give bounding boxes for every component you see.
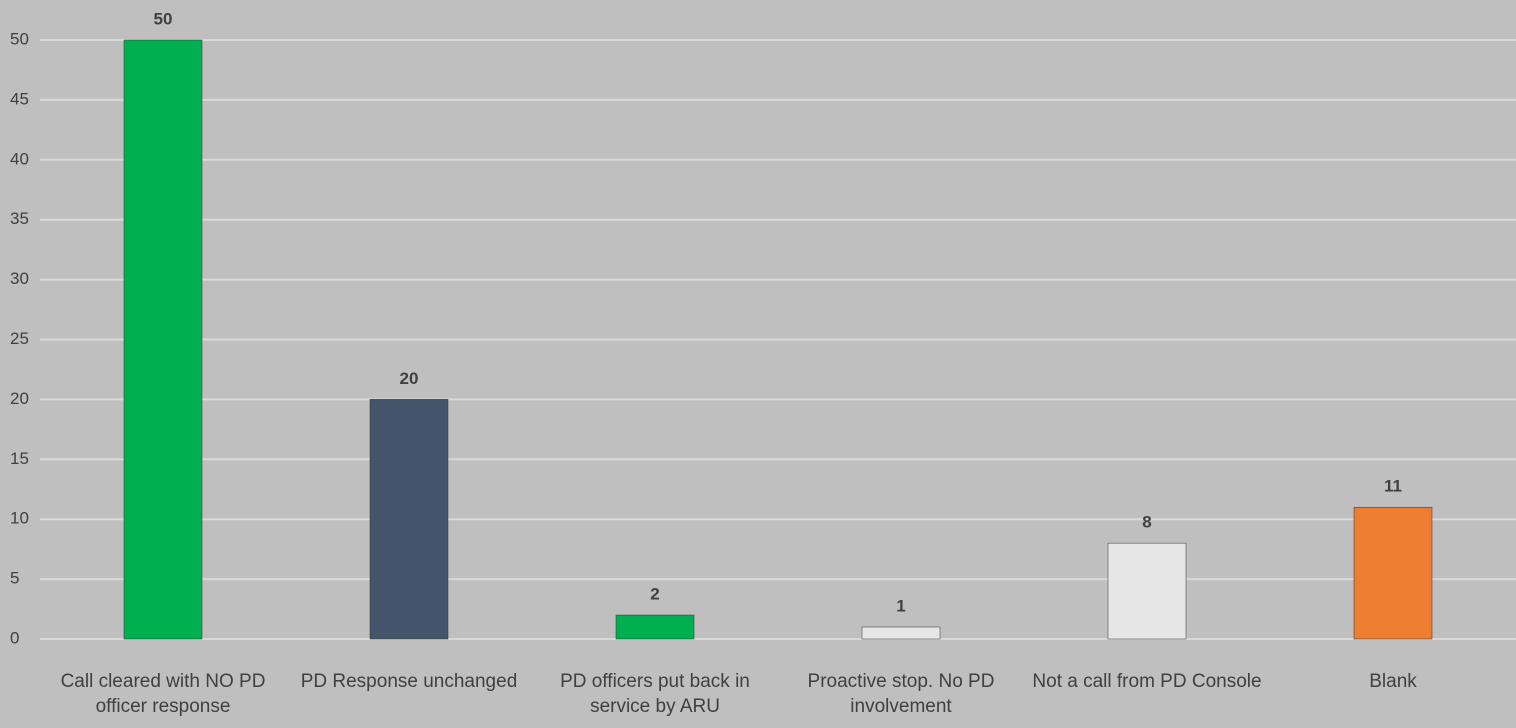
x-tick-label: Blank [1369, 671, 1417, 692]
data-label: 20 [400, 369, 419, 388]
x-tick-label: Proactive stop. No PD involvement [807, 671, 995, 717]
data-label: 50 [154, 9, 173, 28]
data-label: 2 [650, 585, 659, 604]
data-label: 1 [896, 597, 905, 616]
x-tick-label: Not a call from PD Console [1032, 671, 1262, 692]
y-tick-label: 25 [10, 329, 29, 348]
data-label: 11 [1384, 477, 1402, 496]
bar [123, 39, 203, 640]
x-tick-label: PD officers put back in service by ARU [560, 671, 750, 717]
y-tick-label: 30 [10, 269, 29, 288]
bar [369, 399, 449, 640]
y-tick-label: 0 [10, 628, 19, 647]
y-tick-label: 35 [10, 209, 29, 228]
bar [1353, 506, 1433, 640]
data-label: 8 [1142, 513, 1151, 532]
y-tick-label: 45 [10, 89, 29, 108]
bar [861, 626, 941, 640]
y-tick-label: 10 [10, 509, 29, 528]
y-tick-label: 50 [10, 29, 29, 48]
bar [1107, 542, 1187, 640]
x-tick-label: PD Response unchanged [300, 671, 518, 692]
x-tick-label: Call cleared with NO PD officer response [60, 671, 266, 717]
y-tick-label: 40 [10, 149, 29, 168]
y-tick-label: 5 [10, 569, 19, 588]
bar [615, 614, 695, 640]
y-tick-label: 15 [10, 449, 29, 468]
y-tick-label: 20 [10, 389, 29, 408]
